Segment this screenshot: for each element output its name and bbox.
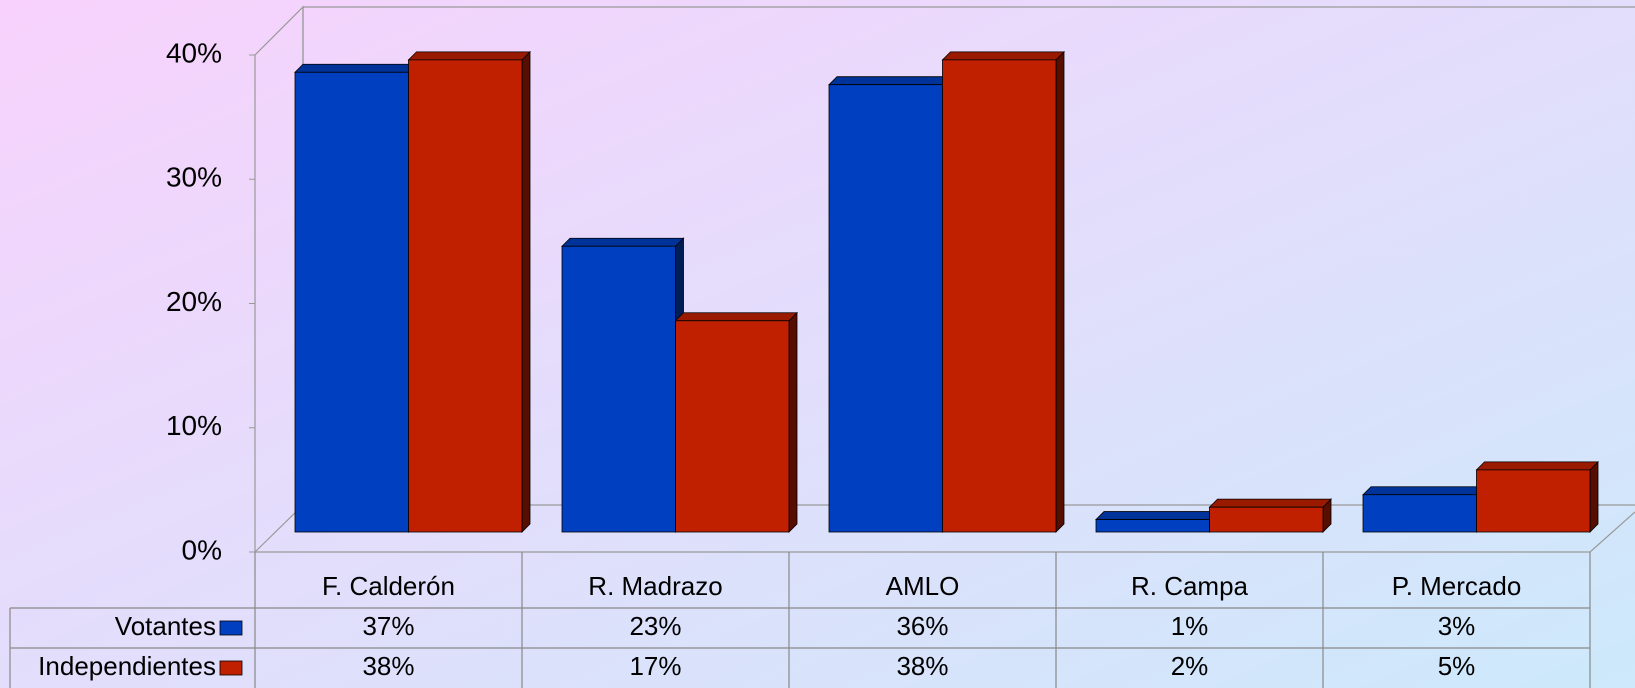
bar-face [1475,461,1599,471]
bar [828,75,952,533]
side-wall [254,5,304,554]
data-table [9,552,1591,688]
bar [1095,510,1219,533]
bar [941,50,1065,533]
value-label: 38% [896,651,948,681]
bar-face [294,71,409,533]
legend-key [219,660,243,676]
bar-face [788,311,798,533]
value-label: 38% [362,651,414,681]
value-label: 36% [896,611,948,641]
y-tick-label: 20% [166,286,222,317]
bar-face [1095,511,1219,520]
y-tick-label: 0% [182,534,222,565]
bar-face [1362,486,1486,496]
legend-label: Votantes [115,611,216,641]
bar-face [561,245,676,533]
value-label: 2% [1171,651,1209,681]
bar [561,237,685,533]
bar-face [1055,50,1065,533]
bar-face [675,320,790,533]
bar-face [1476,469,1591,533]
bar-face [561,237,685,247]
bar [294,63,418,533]
x-tick-label: F. Calderón [322,571,455,601]
bar-face [828,84,943,533]
bar-face [1095,519,1210,533]
bar-face [828,76,952,86]
x-tick-label: AMLO [886,571,960,601]
legend-key [219,620,243,636]
bar-face [294,63,418,73]
bar [674,311,798,533]
x-tick-label: R. Madrazo [588,571,722,601]
bar [1362,485,1486,533]
bar-face [1362,494,1477,533]
bar-face [941,51,1065,61]
x-tick-label: R. Campa [1131,571,1249,601]
bar-face [408,59,523,533]
bar-face [521,50,531,533]
bar [407,50,531,533]
bar [1208,498,1332,533]
x-tick-label: P. Mercado [1392,571,1522,601]
value-label: 37% [362,611,414,641]
legend-label: Independientes [38,651,216,681]
value-label: 1% [1171,611,1209,641]
bar-face [407,51,531,61]
value-label: 3% [1438,611,1476,641]
bar-face [942,59,1057,533]
y-tick-label: 10% [166,410,222,441]
value-label: 23% [629,611,681,641]
value-label: 17% [629,651,681,681]
bar-face [1208,498,1332,508]
bar-face [1209,506,1324,533]
y-tick-label: 40% [166,37,222,68]
bar-face [1589,460,1599,533]
value-label: 5% [1438,651,1476,681]
bar-face [674,312,798,322]
bar [1475,460,1599,533]
y-tick-label: 30% [166,162,222,193]
